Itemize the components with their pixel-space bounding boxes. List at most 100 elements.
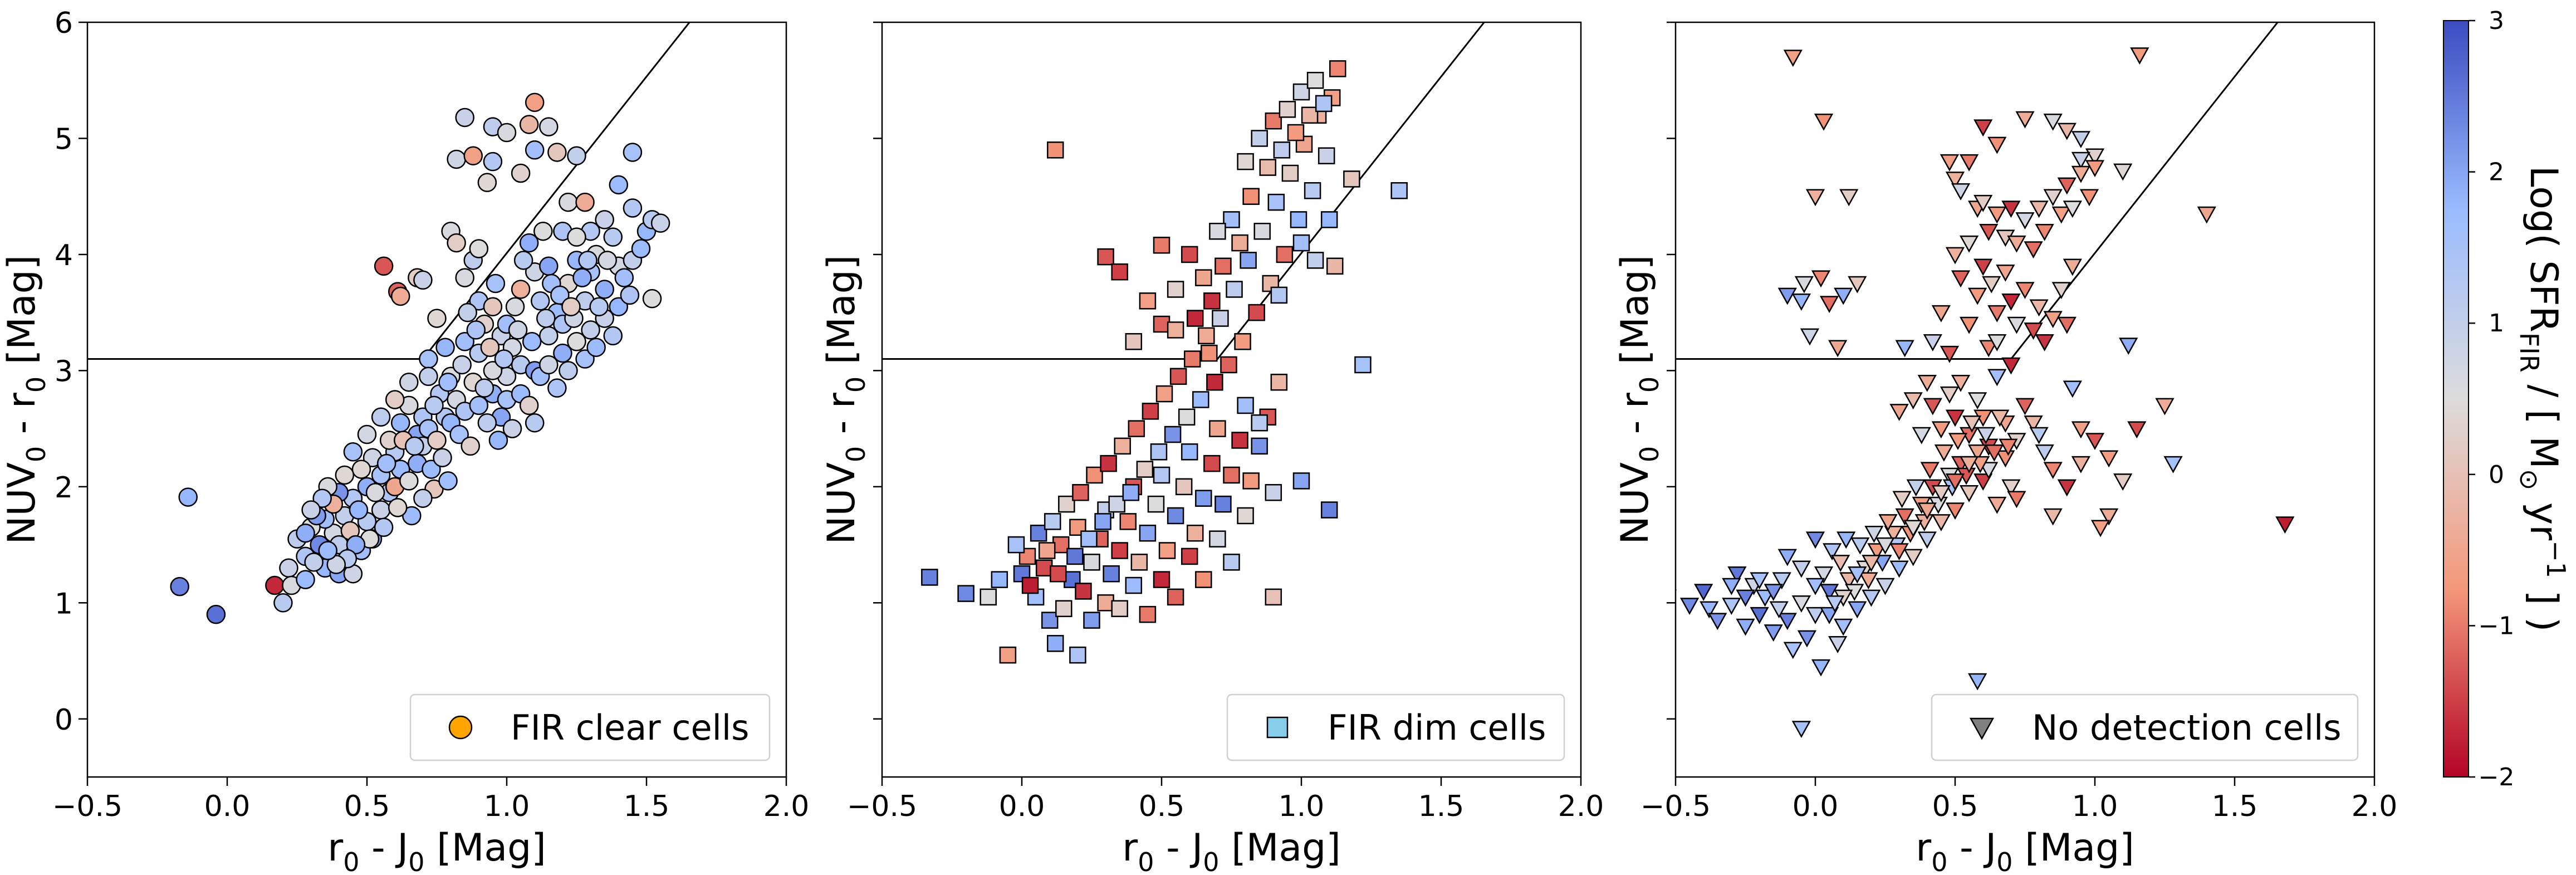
data-point <box>1931 305 1951 322</box>
data-point <box>1125 333 1143 350</box>
data-point <box>1265 484 1282 501</box>
data-point <box>511 163 531 183</box>
data-point <box>1979 223 1999 241</box>
data-point <box>1987 369 2007 387</box>
data-point <box>575 192 595 212</box>
data-point <box>1270 373 1288 391</box>
data-point <box>1167 588 1184 606</box>
data-point <box>2071 165 2091 183</box>
data-point <box>2043 462 2063 480</box>
data-point <box>1889 404 1909 421</box>
data-point <box>1889 560 1909 578</box>
data-point <box>1836 531 1856 549</box>
data-point <box>1999 438 2018 456</box>
data-point <box>2001 357 2021 375</box>
data-point <box>1329 60 1346 77</box>
data-point <box>497 123 517 143</box>
data-point <box>1220 356 1237 374</box>
data-point <box>1982 276 2001 294</box>
data-point <box>2024 322 2043 340</box>
data-point <box>346 535 366 555</box>
data-point <box>1920 462 1940 480</box>
y-tick-label: 5 <box>55 123 73 156</box>
data-point <box>2085 160 2105 178</box>
data-point <box>2051 206 2071 224</box>
data-point <box>1700 601 1719 619</box>
data-point <box>488 431 508 450</box>
data-point <box>1834 287 1853 305</box>
data-point <box>1069 519 1086 536</box>
data-point <box>469 395 489 415</box>
data-point <box>1822 543 1842 561</box>
data-point <box>427 431 447 450</box>
data-point <box>1959 154 1979 172</box>
data-point <box>1150 443 1168 461</box>
data-point <box>405 436 424 456</box>
data-point <box>1979 462 1999 480</box>
data-point <box>1195 490 1212 507</box>
data-point <box>1201 344 1218 362</box>
data-point <box>1951 270 1971 288</box>
legend: FIR clear cells <box>409 693 771 761</box>
x-tick-label: 0.5 <box>1139 790 1185 823</box>
data-point <box>304 553 324 572</box>
data-point <box>1315 95 1333 113</box>
data-point <box>1035 559 1053 577</box>
data-point <box>1119 513 1137 530</box>
data-point <box>273 593 293 613</box>
data-point <box>1973 194 1993 212</box>
data-point <box>1240 252 1257 269</box>
data-point <box>1052 536 1070 554</box>
data-point <box>1265 112 1282 130</box>
data-point <box>1940 154 1960 172</box>
data-point <box>1318 147 1335 164</box>
data-point <box>631 239 651 258</box>
data-point <box>1292 234 1310 252</box>
data-point <box>351 460 371 479</box>
data-point <box>2197 206 2216 224</box>
data-point <box>1985 444 2004 462</box>
data-point <box>1973 473 1993 491</box>
data-point <box>595 210 614 229</box>
data-point <box>1819 607 1839 624</box>
data-point <box>2024 415 2043 433</box>
data-point <box>2029 299 2049 317</box>
data-point <box>1783 642 1803 659</box>
data-point <box>1850 537 1870 555</box>
y-axis-label: NUV0​ - r0​ [Mag] <box>820 255 871 545</box>
data-point <box>1755 589 1775 607</box>
data-point <box>326 555 346 574</box>
data-point <box>1987 206 2007 224</box>
data-point <box>483 151 503 172</box>
data-point <box>2119 338 2138 355</box>
data-point <box>519 115 539 134</box>
data-point <box>539 355 559 375</box>
data-point <box>550 285 570 305</box>
data-point <box>1290 211 1307 228</box>
data-point <box>1066 548 1084 565</box>
data-point <box>578 251 598 270</box>
data-point <box>1044 513 1061 530</box>
legend-marker <box>1266 716 1289 739</box>
data-point <box>374 517 394 537</box>
data-point <box>2079 189 2099 207</box>
data-point <box>1968 287 1987 305</box>
data-point <box>1923 334 1942 351</box>
x-tick-label: 1.5 <box>1418 790 1465 823</box>
data-point <box>1136 461 1154 478</box>
legend: No detection cells <box>1931 693 2359 761</box>
data-point <box>1931 514 1951 531</box>
data-point <box>1108 495 1125 513</box>
legend-label: FIR dim cells <box>1328 707 1546 748</box>
data-point <box>502 419 522 438</box>
data-point <box>413 270 433 290</box>
data-point <box>1181 246 1198 263</box>
data-point <box>1281 164 1299 182</box>
data-point <box>1164 426 1182 443</box>
x-axis-label: r0​ - J0​ [Mag] <box>327 826 546 875</box>
x-tick-label: 1.0 <box>2072 790 2118 823</box>
plot-frame <box>1674 21 2376 778</box>
data-point <box>461 436 480 456</box>
data-point <box>1086 466 1103 484</box>
x-tick-label: −0.5 <box>847 790 917 823</box>
